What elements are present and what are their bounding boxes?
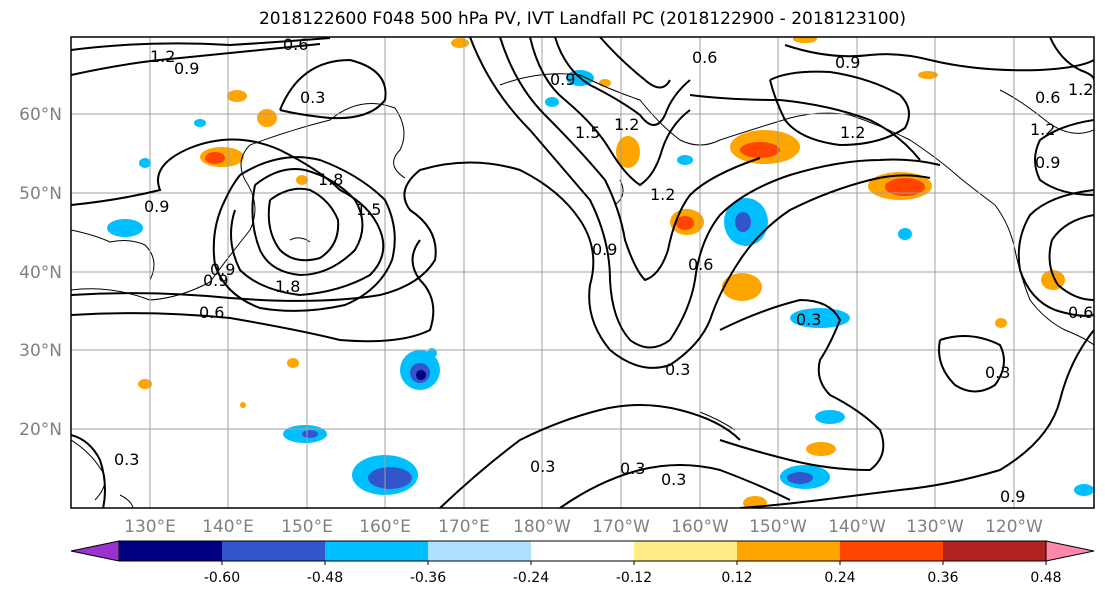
contour-label: 0.6	[692, 48, 717, 67]
contour-label: 0.3	[620, 459, 645, 478]
contour-label: 0.9	[550, 70, 575, 89]
contour-label: 0.9	[203, 271, 228, 290]
contour-label: 0.6	[1068, 303, 1093, 322]
contour-label: 1.2	[1030, 120, 1055, 139]
lat-label: 50°N	[19, 184, 62, 204]
contour-label: 1.2	[840, 123, 865, 142]
lat-label: 20°N	[19, 420, 62, 440]
contour-label: 0.3	[114, 450, 139, 469]
contour-label: 0.9	[210, 260, 235, 279]
contour-label: 0.3	[665, 360, 690, 379]
plot-frame	[70, 36, 1095, 509]
lon-label: 130°E	[124, 517, 176, 537]
coastlines	[71, 73, 1094, 508]
colorbar: -0.60 -0.48 -0.36 -0.24 -0.12 0.12 0.24 0.36 0.4…	[70, 540, 1095, 586]
contour-label: 1.2	[1068, 80, 1093, 99]
lon-label: 140°W	[828, 517, 886, 537]
lon-label: 170°W	[592, 517, 650, 537]
contour-label: 0.3	[661, 470, 686, 489]
contour-label: 0.3	[300, 88, 325, 107]
lon-label: 160°E	[359, 517, 411, 537]
contour-label: 1.2	[150, 47, 175, 66]
colorbar-bin	[222, 541, 326, 561]
pv-contours	[71, 37, 1094, 508]
colorbar-bin	[634, 541, 738, 561]
colorbar-tick-label: 0.36	[927, 570, 958, 586]
latitude-labels: 60°N 50°N 40°N 30°N 20°N	[19, 105, 62, 440]
colorbar-bin	[428, 541, 532, 561]
colorbar-bin	[943, 541, 1047, 561]
colorbar-tick-label: -0.60	[204, 570, 240, 586]
lon-label: 150°E	[281, 517, 333, 537]
lon-label: 180°W	[513, 517, 571, 537]
lon-label: 150°W	[749, 517, 807, 537]
colorbar-bin	[119, 541, 223, 561]
contour-label: 0.6	[199, 303, 224, 322]
longitude-labels: 130°E 140°E 150°E 160°E 170°E 180°W 170°…	[124, 517, 1043, 537]
contour-label: 0.3	[985, 363, 1010, 382]
colorbar-extend-low	[70, 540, 120, 562]
colorbar-bin	[325, 541, 429, 561]
graticule	[71, 37, 1094, 508]
colorbar-bin	[531, 541, 635, 561]
lat-label: 60°N	[19, 105, 62, 125]
colorbar-tick-label: -0.36	[410, 570, 446, 586]
lon-label: 140°E	[202, 517, 254, 537]
contour-label: 1.8	[275, 277, 300, 296]
contour-label: 1.8	[318, 170, 343, 189]
colorbar-tick-label: 0.12	[721, 570, 752, 586]
contour-label: 1.2	[614, 115, 639, 134]
contour-labels: 1.2 0.9 0.6 0.3 0.9 1.5 1.8 1.8 0.9 0.6 …	[114, 35, 1093, 506]
contour-label: 1.5	[356, 200, 381, 219]
colorbar-extend-high	[1045, 540, 1095, 562]
colorbar-tick-label: 0.48	[1030, 570, 1061, 586]
colorbar-tick-label: -0.24	[513, 570, 549, 586]
contour-label: 0.9	[174, 59, 199, 78]
lon-label: 170°E	[438, 517, 490, 537]
lon-label: 120°W	[985, 517, 1043, 537]
colorbar-bin	[840, 541, 944, 561]
contour-label: 0.9	[1035, 153, 1060, 172]
lon-label: 130°W	[906, 517, 964, 537]
lat-label: 40°N	[19, 263, 62, 283]
plot-area: 1.2 0.9 0.6 0.3 0.9 1.5 1.8 1.8 0.9 0.6 …	[71, 35, 1094, 508]
contour-label: 0.9	[144, 197, 169, 216]
colorbar-frame	[118, 540, 1047, 562]
contour-label: 0.6	[688, 255, 713, 274]
lon-label: 160°W	[671, 517, 729, 537]
contour-label: 0.6	[283, 35, 308, 54]
contour-label: 0.9	[1000, 487, 1025, 506]
contour-label: 0.9	[835, 53, 860, 72]
colorbar-tick-label: -0.12	[616, 570, 652, 586]
lat-label: 30°N	[19, 341, 62, 361]
map-title: 2018122600 F048 500 hPa PV, IVT Landfall…	[258, 9, 906, 29]
contour-label: 0.9	[592, 240, 617, 259]
contour-label: 1.2	[650, 185, 675, 204]
contour-label: 0.3	[796, 310, 821, 329]
colorbar-tick-label: 0.24	[824, 570, 855, 586]
contour-label: 1.5	[575, 123, 600, 142]
contour-label: 0.6	[1035, 88, 1060, 107]
contour-label: 0.3	[530, 457, 555, 476]
colorbar-bin	[737, 541, 841, 561]
colorbar-tick-label: -0.48	[307, 570, 343, 586]
